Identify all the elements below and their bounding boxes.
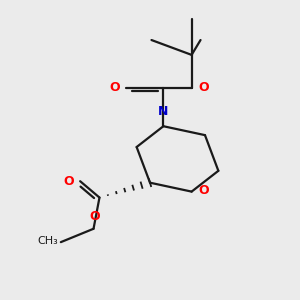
Text: O: O: [109, 81, 120, 94]
Text: O: O: [90, 210, 100, 224]
Text: CH₃: CH₃: [37, 236, 58, 246]
Text: O: O: [198, 81, 209, 94]
Text: O: O: [63, 175, 74, 188]
Text: N: N: [158, 105, 169, 118]
Text: O: O: [198, 184, 209, 196]
